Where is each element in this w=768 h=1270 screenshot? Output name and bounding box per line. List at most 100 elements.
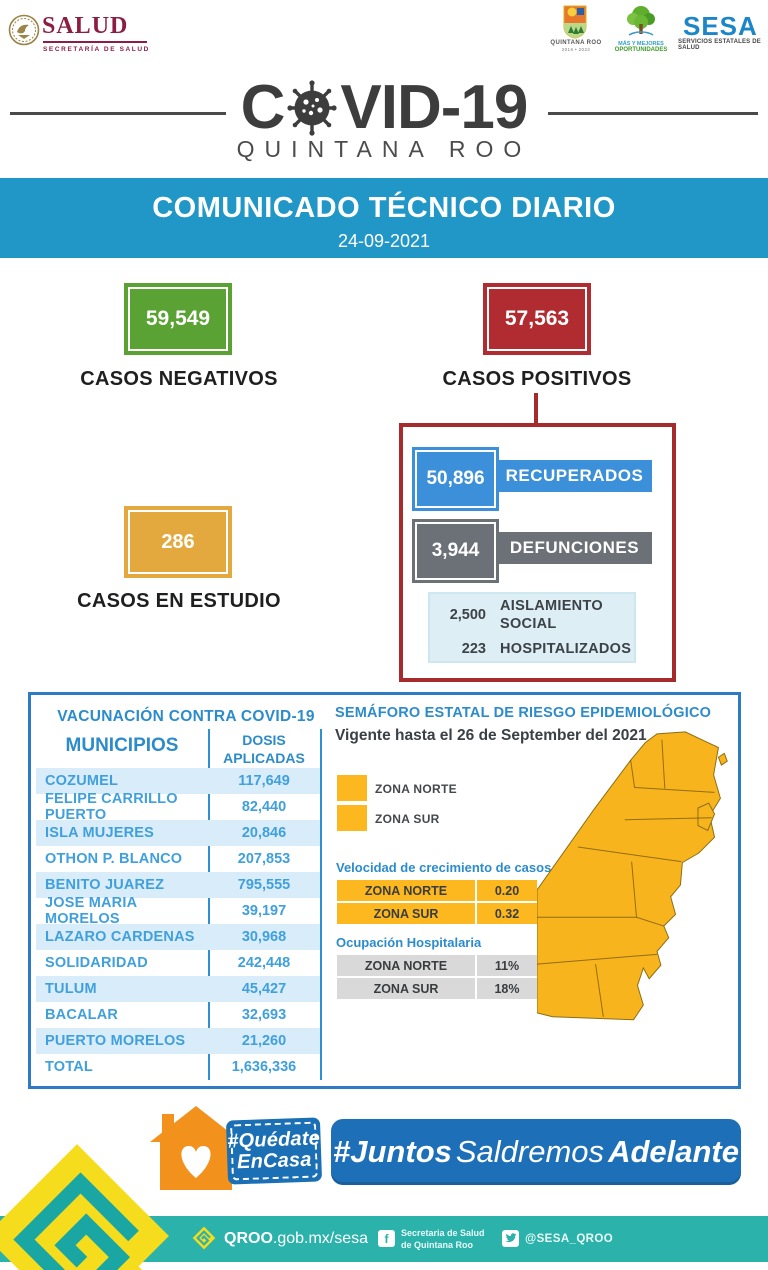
municipality-name: COZUMEL: [45, 773, 119, 789]
salud-logo-subtitle: SECRETARÍA DE SALUD: [43, 46, 150, 53]
municipality-name: FELIPE CARRILLO PUERTO: [45, 791, 178, 823]
doses-value: 32,693: [241, 1007, 287, 1023]
doses-value: 30,968: [241, 929, 287, 945]
positive-cases-box: 57,563: [487, 287, 587, 351]
footer-facebook-text: Secretaria de Salud de Quintana Roo: [401, 1228, 485, 1251]
vaccination-row: LAZARO CARDENAS 30,968: [36, 924, 320, 950]
municipality-name: BACALAR: [45, 1007, 119, 1023]
qroo-footer-glyph-icon: [192, 1226, 216, 1255]
stay-home-house-icon: [150, 1106, 242, 1195]
vaccination-row: COZUMEL 117,649: [36, 768, 320, 794]
quedate-line2: EnCasa: [236, 1148, 312, 1174]
oportunidades-label1: MÁS Y MEJORES: [618, 41, 664, 47]
deaths-label-bar: DEFUNCIONES: [497, 532, 652, 564]
quintana-roo-crest-icon: [563, 5, 587, 44]
negative-cases-box: 59,549: [128, 287, 228, 351]
vaccination-col-dosis-line1: DOSIS: [242, 732, 286, 748]
oportunidades-label2: OPORTUNIDADES: [614, 47, 668, 53]
banner-title: COMUNICADO TÉCNICO DIARIO: [152, 192, 616, 224]
juntos-part2: Saldremos: [455, 1134, 605, 1169]
vaccination-row: PUERTO MORELOS 21,260: [36, 1028, 320, 1054]
vaccination-semaforo-container: VACUNACIÓN CONTRA COVID-19 MUNICIPIOS DO…: [28, 692, 741, 1089]
recovered-value-box: 50,896: [415, 450, 496, 508]
growth-zona-norte-label: ZONA NORTE: [337, 880, 475, 901]
isolation-panel: 2,500 AISLAMIENTO SOCIAL 223 HOSPITALIZA…: [428, 592, 636, 663]
vaccination-row: SOLIDARIDAD 242,448: [36, 950, 320, 976]
hospital-occupancy-title: Ocupación Hospitalaria: [336, 935, 482, 950]
negative-cases-label: CASOS NEGATIVOS: [80, 368, 278, 390]
vaccination-col-dosis-line2: APLICADAS: [223, 750, 305, 767]
zona-norte-legend-label: ZONA NORTE: [375, 782, 457, 796]
doses-value: 45,427: [241, 981, 287, 997]
quintana-roo-crest-label1: QUINTANA ROO: [550, 40, 602, 46]
semaforo-title: SEMÁFORO ESTATAL DE RIESGO EPIDEMIOLÓGIC…: [335, 705, 712, 721]
covid-title-prefix: C: [240, 73, 286, 142]
positive-connector-line: [534, 393, 538, 424]
footer-url-rest: .gob.mx/sesa: [272, 1230, 369, 1247]
occupancy-zona-sur-value: 18%: [477, 978, 537, 999]
quedate-en-casa-badge: #Quédate EnCasa: [225, 1117, 323, 1185]
title-divider-left: [10, 112, 226, 115]
facebook-line2: de Quintana Roo: [401, 1239, 473, 1250]
salud-logo-rule: [43, 41, 147, 43]
occupancy-zona-norte-label: ZONA NORTE: [337, 955, 475, 976]
semaforo-subtitle: Vigente hasta el 26 de September del 202…: [335, 727, 647, 744]
footer-twitter-handle[interactable]: @SESA_QROO: [525, 1233, 614, 1245]
isolation-label-line2: SOCIAL: [500, 615, 557, 632]
salud-eagle-seal-icon: [8, 8, 40, 57]
growth-rate-table: ZONA NORTE 0.20 ZONA SUR 0.32: [337, 880, 537, 924]
isolation-row: 2,500 AISLAMIENTO SOCIAL: [444, 597, 620, 633]
isolation-value: 2,500: [449, 606, 486, 623]
quintana-roo-map: [536, 728, 737, 1053]
vaccination-row: ISLA MUJERES 20,846: [36, 820, 320, 846]
positive-cases-label: CASOS POSITIVOS: [442, 368, 632, 390]
zona-norte-legend-swatch: [337, 775, 367, 801]
hospitalized-value: 223: [461, 641, 486, 658]
vaccination-row: TULUM 45,427: [36, 976, 320, 1002]
doses-value: 1,636,336: [231, 1059, 297, 1075]
municipality-name: TOTAL: [45, 1059, 93, 1075]
vaccination-table-divider1: [208, 729, 210, 1080]
facebook-line1: Secretaria de Salud: [401, 1228, 485, 1238]
doses-value: 21,260: [241, 1033, 287, 1049]
vaccination-row: FELIPE CARRILLO PUERTO 82,440: [36, 791, 320, 823]
occupancy-zona-norte-value: 11%: [477, 955, 537, 976]
title-divider-right: [548, 112, 758, 115]
vaccination-row: OTHON P. BLANCO 207,853: [36, 846, 320, 872]
footer-url[interactable]: QROO.gob.mx/sesa: [224, 1230, 368, 1248]
municipality-name: BENITO JUAREZ: [45, 877, 165, 893]
facebook-glyph: f: [384, 1231, 389, 1246]
facebook-icon[interactable]: f: [378, 1230, 395, 1247]
isolation-label-line1: AISLAMIENTO: [500, 597, 603, 614]
juntos-part1: #Juntos: [333, 1134, 452, 1169]
twitter-icon[interactable]: [502, 1230, 519, 1247]
salud-logo-title: SALUD: [42, 13, 129, 39]
growth-zona-sur-label: ZONA SUR: [337, 903, 475, 924]
municipality-name: LAZARO CARDENAS: [45, 929, 195, 945]
banner-date: 24-09-2021: [337, 231, 431, 251]
occupancy-zona-sur-label: ZONA SUR: [337, 978, 475, 999]
covid-title-subtitle: QUINTANA ROO: [236, 136, 532, 162]
daily-report-banner: COMUNICADO TÉCNICO DIARIO 24-09-2021: [0, 178, 768, 258]
vaccination-col-municipios: MUNICIPIOS: [65, 735, 179, 756]
doses-value: 795,555: [237, 877, 291, 893]
juntos-part3: Adelante: [608, 1134, 739, 1169]
vaccination-table-body: COZUMEL 117,649 FELIPE CARRILLO PUERTO 82,4…: [36, 768, 320, 1080]
hospitalized-label: HOSPITALIZADOS: [500, 641, 632, 658]
vaccination-row: TOTAL 1,636,336: [36, 1054, 320, 1080]
positive-detail-frame: [399, 423, 676, 682]
growth-rate-title: Velocidad de crecimiento de casos: [336, 860, 552, 875]
doses-value: 82,440: [241, 799, 287, 815]
oportunidades-tree-icon: [624, 4, 658, 45]
covid-title-suffix: VID-19: [340, 73, 528, 142]
doses-value: 207,853: [237, 851, 291, 867]
sesa-logo-title: SESA: [683, 11, 758, 41]
quedate-en-casa-text: #Quédate EnCasa: [227, 1121, 320, 1181]
quintana-roo-crest-label2: 2016 • 2022: [561, 47, 591, 52]
vaccination-title: VACUNACIÓN CONTRA COVID-19: [57, 708, 315, 725]
doses-value: 242,448: [237, 955, 291, 971]
municipality-name: ISLA MUJERES: [45, 825, 155, 841]
sesa-logo-subtitle: SERVICIOS ESTATALES DE SALUD: [678, 39, 761, 51]
zona-sur-legend-label: ZONA SUR: [375, 812, 440, 826]
